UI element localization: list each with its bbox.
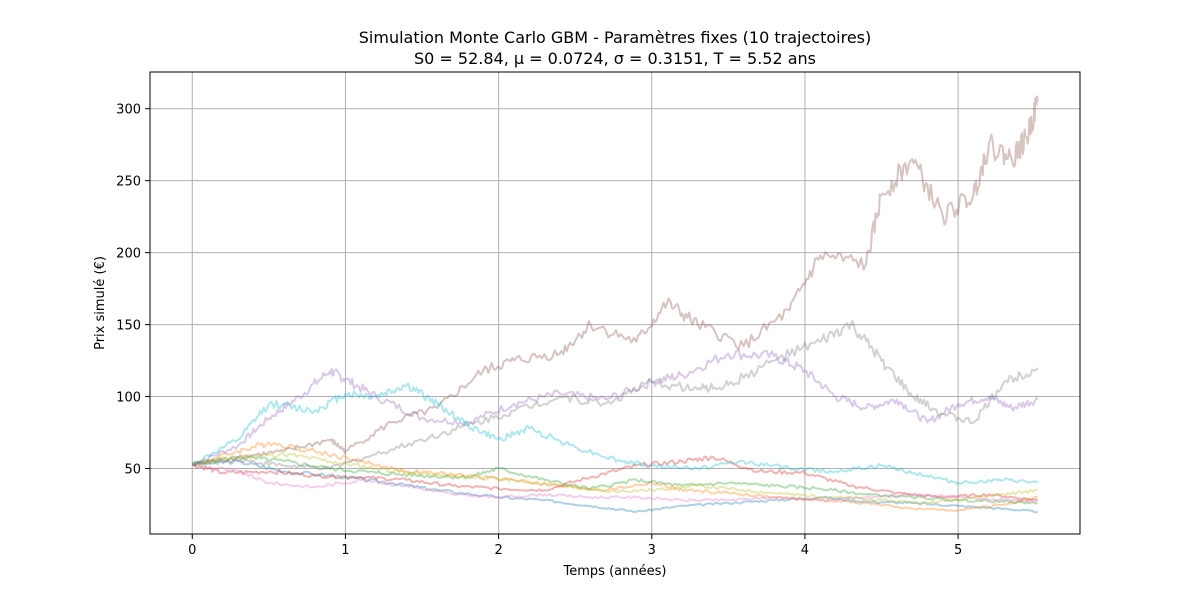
- series-line-2: [191, 441, 1038, 512]
- x-tick-label: 5: [954, 543, 962, 558]
- x-tick-label: 1: [341, 543, 349, 558]
- series-line-1: [191, 458, 1039, 514]
- x-tick-label: 4: [801, 543, 809, 558]
- series-line-9: [191, 451, 1038, 505]
- series-line-3: [191, 455, 1038, 505]
- chart-title-line1: Simulation Monte Carlo GBM - Paramètres …: [359, 28, 871, 47]
- y-tick-label: 50: [124, 463, 141, 478]
- grid: [150, 72, 1080, 534]
- chart-title-line2: S0 = 52.84, μ = 0.0724, σ = 0.3151, T = …: [414, 49, 816, 68]
- series-line-5: [191, 349, 1039, 466]
- series-line-4: [192, 455, 1038, 502]
- series-line-10: [191, 382, 1039, 486]
- plot-frame: [149, 71, 1081, 535]
- x-tick-label: 3: [648, 543, 656, 558]
- x-tick-label: 2: [494, 543, 502, 558]
- y-tick-label: 200: [116, 247, 141, 262]
- series-line-6: [192, 95, 1039, 466]
- x-tick-label: 0: [188, 543, 196, 558]
- series-group: [191, 95, 1039, 514]
- y-tick-label: 300: [116, 103, 141, 118]
- y-axis-label: Prix simulé (€): [93, 256, 108, 350]
- x-axis-label: Temps (années): [563, 564, 667, 579]
- series-line-8: [191, 319, 1039, 471]
- y-tick-label: 150: [116, 319, 141, 334]
- ticks: 0 1 2 3 4 5 50 100 150 200 250 300: [116, 103, 962, 558]
- y-tick-label: 250: [116, 175, 141, 190]
- y-tick-label: 100: [116, 391, 141, 406]
- series-line-7: [191, 463, 1039, 504]
